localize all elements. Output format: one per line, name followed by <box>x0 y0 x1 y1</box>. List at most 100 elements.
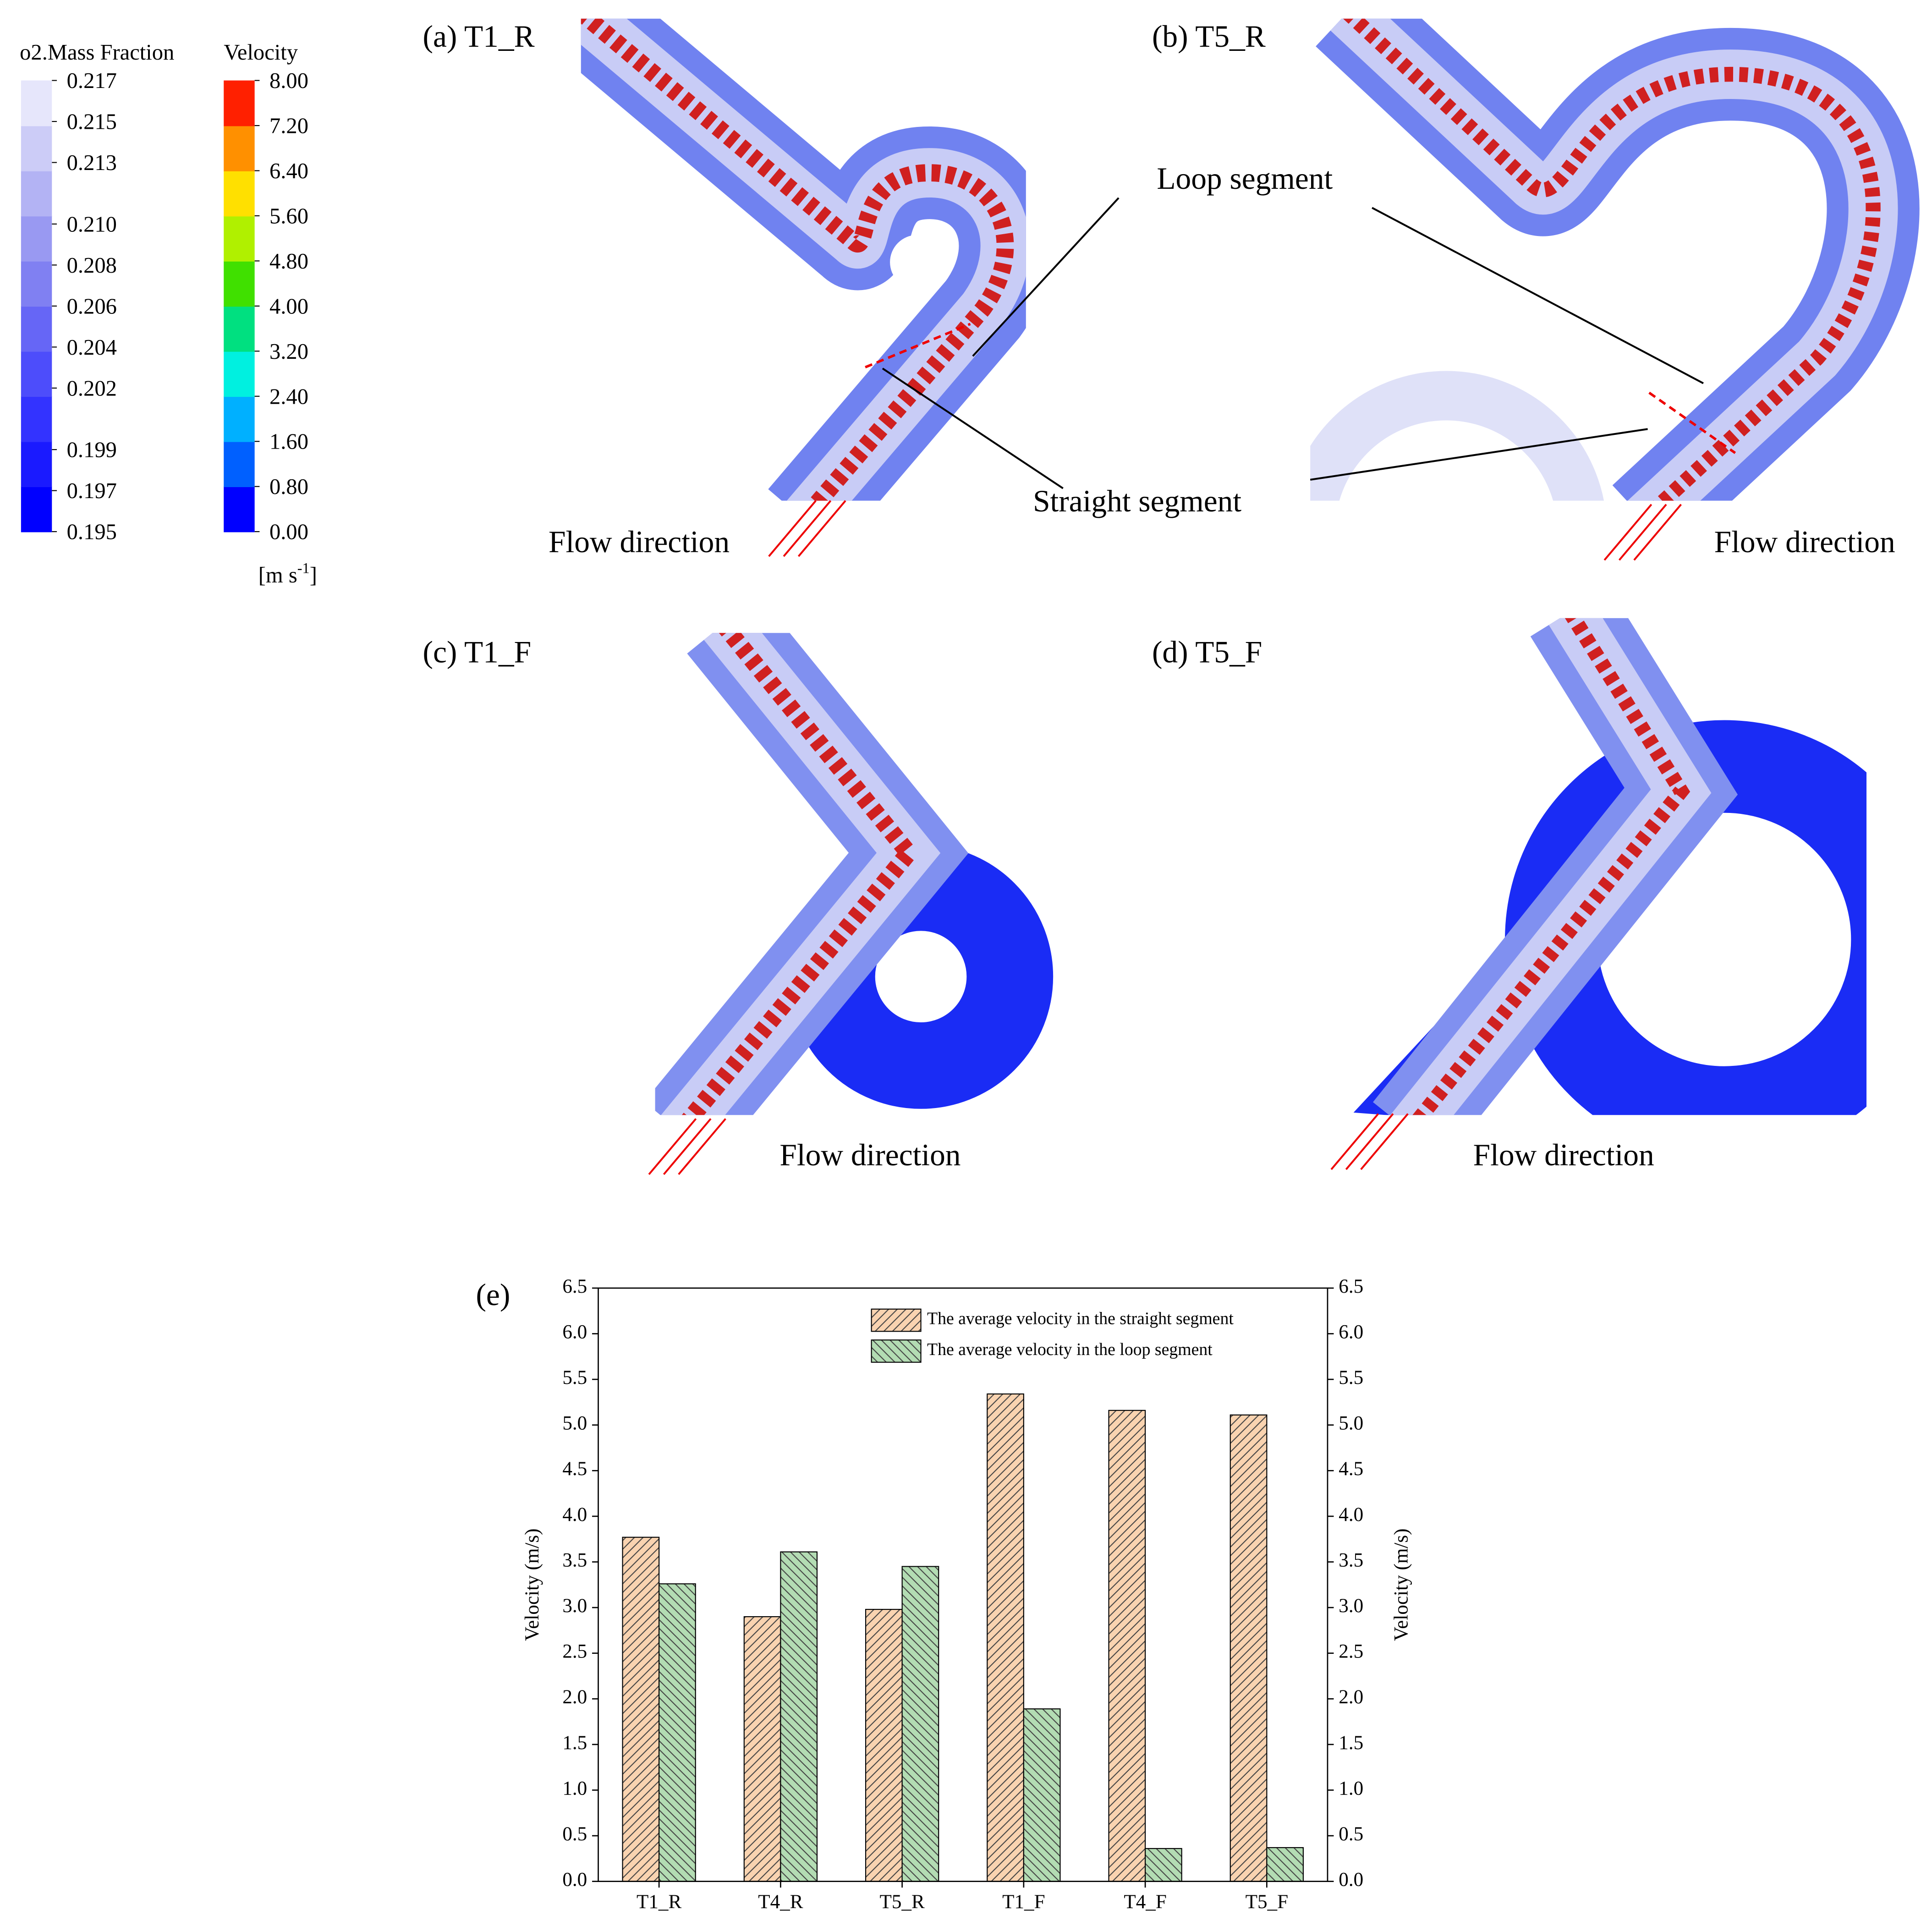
bar <box>987 1393 1024 1882</box>
colorbar-band <box>21 261 52 307</box>
arrow <box>882 368 1064 489</box>
arrow <box>768 500 817 557</box>
plot-frame <box>598 1287 1328 1882</box>
annotation: Flow direction <box>1473 1138 1654 1172</box>
bar <box>1145 1848 1182 1882</box>
bar <box>901 1566 939 1882</box>
annotation: Loop segment <box>1157 161 1333 196</box>
y-tick-label: 4.0 <box>562 1504 587 1525</box>
colorbar-tick-label: 0.204 <box>67 335 117 360</box>
bar <box>780 1551 818 1882</box>
annotation: Flow direction <box>549 525 730 559</box>
colorbar-tick-label: 4.00 <box>269 294 308 318</box>
bar <box>659 1583 696 1882</box>
y2-tick-label: 3.0 <box>1339 1595 1363 1617</box>
panel-label: (d) T5_F <box>1152 635 1262 669</box>
legend-swatch <box>871 1308 922 1332</box>
arrow <box>1310 428 1648 481</box>
arrow <box>1619 504 1667 561</box>
colorbar-band <box>21 80 52 126</box>
annotation: Flow direction <box>779 1138 961 1172</box>
y2-tick-label: 5.5 <box>1339 1367 1363 1388</box>
bar <box>865 1608 903 1882</box>
y2-tick-label: 5.0 <box>1339 1413 1363 1434</box>
y2-tick-label: 0.5 <box>1339 1823 1363 1845</box>
legend-label: The average velocity in the straight seg… <box>927 1309 1234 1328</box>
y-tick-label: 1.0 <box>562 1778 587 1799</box>
chart-title: (e) <box>476 1278 510 1312</box>
colorbar-tick-label: 1.60 <box>269 429 308 454</box>
legend-label: The average velocity in the loop segment <box>927 1340 1213 1359</box>
arrow <box>1345 1113 1394 1170</box>
colorbar-band <box>21 215 52 262</box>
y-tick-label: 5.5 <box>562 1367 587 1388</box>
colorbar-tick-label: 0.199 <box>67 438 117 462</box>
cfd-panel-d <box>1353 618 1867 1115</box>
y2-tick-label: 0.0 <box>1339 1869 1363 1891</box>
panel-label: (c) T1_F <box>423 635 532 669</box>
y2-tick-label: 1.0 <box>1339 1778 1363 1799</box>
bar <box>1229 1414 1268 1882</box>
unit-part: -1 <box>297 560 310 576</box>
velocity-vectors <box>1343 18 1881 501</box>
velocity-vectors <box>681 633 920 1115</box>
velocity-vectors <box>1412 618 1690 1115</box>
legend-swatch <box>871 1339 922 1363</box>
cfd-panel-b <box>1310 18 1920 501</box>
arrow <box>678 1118 726 1175</box>
arrow <box>1360 1113 1409 1170</box>
y-tick-label: 5.0 <box>562 1413 587 1434</box>
annotation: Flow direction <box>1714 525 1895 559</box>
pipe <box>1310 371 1604 501</box>
y-tick-label: 6.5 <box>562 1276 587 1297</box>
colorbar-tick-label: 3.20 <box>269 339 308 364</box>
loop-hole <box>881 937 961 1016</box>
annotation: Straight segment <box>1033 484 1241 518</box>
colorbar-band <box>224 351 255 397</box>
y-tick-label: 4.5 <box>562 1458 587 1480</box>
colorbar-band <box>21 351 52 397</box>
colorbar-tick-label: 7.20 <box>269 114 308 138</box>
colorbar-tick-label: 8.00 <box>269 68 308 93</box>
annotation-arrows <box>882 197 1704 489</box>
velocity-vectors <box>581 18 1014 501</box>
flow-arrows <box>648 500 1682 1175</box>
colorbar-band <box>224 396 255 442</box>
colorbar-tick-label: 0.206 <box>67 294 117 318</box>
colorbar-tick-label: 2.40 <box>269 384 308 409</box>
y2-tick-label: 4.0 <box>1339 1504 1363 1525</box>
colorbar-tick-label: 0.80 <box>269 474 308 499</box>
arrow <box>972 197 1120 357</box>
x-tick-label: T1_F <box>1002 1891 1045 1913</box>
cfd-panel-a <box>581 18 1026 501</box>
colorbar-band <box>224 215 255 262</box>
colorbar-tick-label: 0.202 <box>67 376 117 401</box>
colorbar-band <box>224 306 255 352</box>
colorbar-band <box>224 261 255 307</box>
arrow <box>1372 207 1704 384</box>
unit-part: ] <box>310 563 317 587</box>
y-tick-label: 3.0 <box>562 1595 587 1617</box>
y2-tick-label: 2.0 <box>1339 1686 1363 1708</box>
y2-tick-label: 3.5 <box>1339 1549 1363 1571</box>
colorbar-tick-label: 0.217 <box>67 68 117 93</box>
cfd-panel-c <box>655 633 1054 1115</box>
colorbar-tick-label: 0.197 <box>67 478 117 503</box>
y-tick-label: 2.0 <box>562 1686 587 1708</box>
arrow <box>797 500 846 557</box>
y-tick-label: 6.0 <box>562 1321 587 1343</box>
y2-tick-label: 4.5 <box>1339 1458 1363 1480</box>
colorbar-tick-label: 6.40 <box>269 159 308 183</box>
colorbar-band <box>224 170 255 217</box>
x-tick-label: T5_R <box>879 1891 924 1913</box>
y2-tick-label: 6.0 <box>1339 1321 1363 1343</box>
x-tick-label: T1_R <box>637 1891 681 1913</box>
x-tick-label: T4_R <box>758 1891 803 1913</box>
bar <box>1108 1410 1146 1882</box>
colorbar-band <box>224 126 255 171</box>
y2-tick-label: 2.5 <box>1339 1641 1363 1663</box>
arrow <box>663 1118 712 1175</box>
colorbar-tick-label: 0.00 <box>269 520 308 544</box>
